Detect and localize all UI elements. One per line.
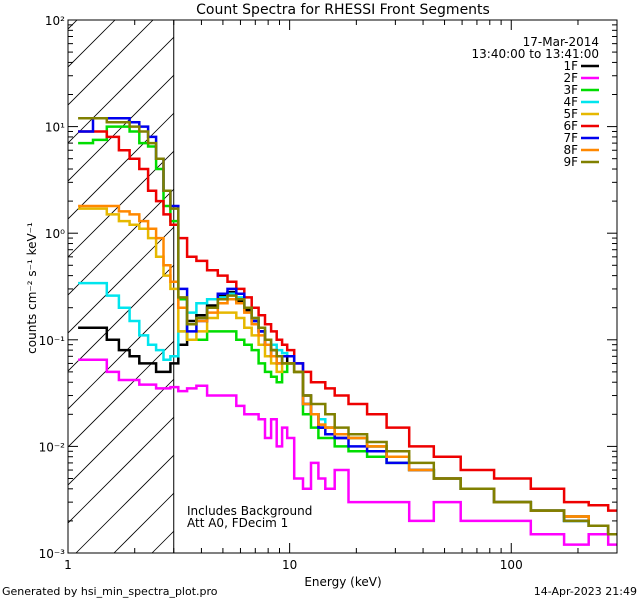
y-tick-label-1e0: 10⁰ [45, 227, 65, 241]
legend-label-6F: 6F [563, 119, 578, 133]
footer-generated-by: Generated by hsi_min_spectra_plot.pro [2, 585, 218, 598]
x-tick-label-10: 10 [282, 558, 297, 572]
legend-label-2F: 2F [563, 71, 578, 85]
legend-label-3F: 3F [563, 83, 578, 97]
legend-label-8F: 8F [563, 143, 578, 157]
legend-label-9F: 9F [563, 155, 578, 169]
x-tick-label-100: 100 [500, 558, 523, 572]
legend-label-7F: 7F [563, 131, 578, 145]
chart-title: Count Spectra for RHESSI Front Segments [196, 2, 490, 18]
annotation-background: Includes Background [187, 504, 312, 518]
hatch-line [68, 20, 154, 106]
y-tick-label-1e-1: 10⁻¹ [39, 334, 66, 348]
x-tick-label-1: 1 [64, 558, 72, 572]
legend-label-4F: 4F [563, 95, 578, 109]
y-axis-label: counts cm⁻² s⁻¹ keV⁻¹ [25, 222, 39, 354]
legend-label-1F: 1F [563, 59, 578, 73]
plot-frame [67, 19, 618, 554]
date-label: 17-Mar-2014 [523, 35, 599, 49]
footer-timestamp: 14-Apr-2023 21:49 [534, 585, 637, 598]
legend-label-5F: 5F [563, 107, 578, 121]
time-range-label: 13:40:00 to 13:41:00 [472, 47, 599, 61]
series-layer [78, 116, 617, 546]
y-tick-label-1e2: 10² [45, 14, 65, 28]
axis-ticks [67, 19, 618, 554]
annotation-attenuator: Att A0, FDecim 1 [187, 516, 288, 530]
hatch-line [68, 20, 192, 144]
y-tick-label-1e1: 10¹ [45, 121, 65, 135]
excluded-region-hatch [68, 20, 617, 553]
series-9F [78, 116, 617, 536]
y-tick-label-1e-2: 10⁻² [39, 440, 66, 454]
hatch-line [68, 20, 116, 68]
series-6F [78, 130, 617, 512]
series-2F [78, 358, 617, 546]
y-tick-label-1e-3: 10⁻³ [39, 547, 66, 561]
x-axis-label: Energy (keV) [304, 575, 381, 589]
